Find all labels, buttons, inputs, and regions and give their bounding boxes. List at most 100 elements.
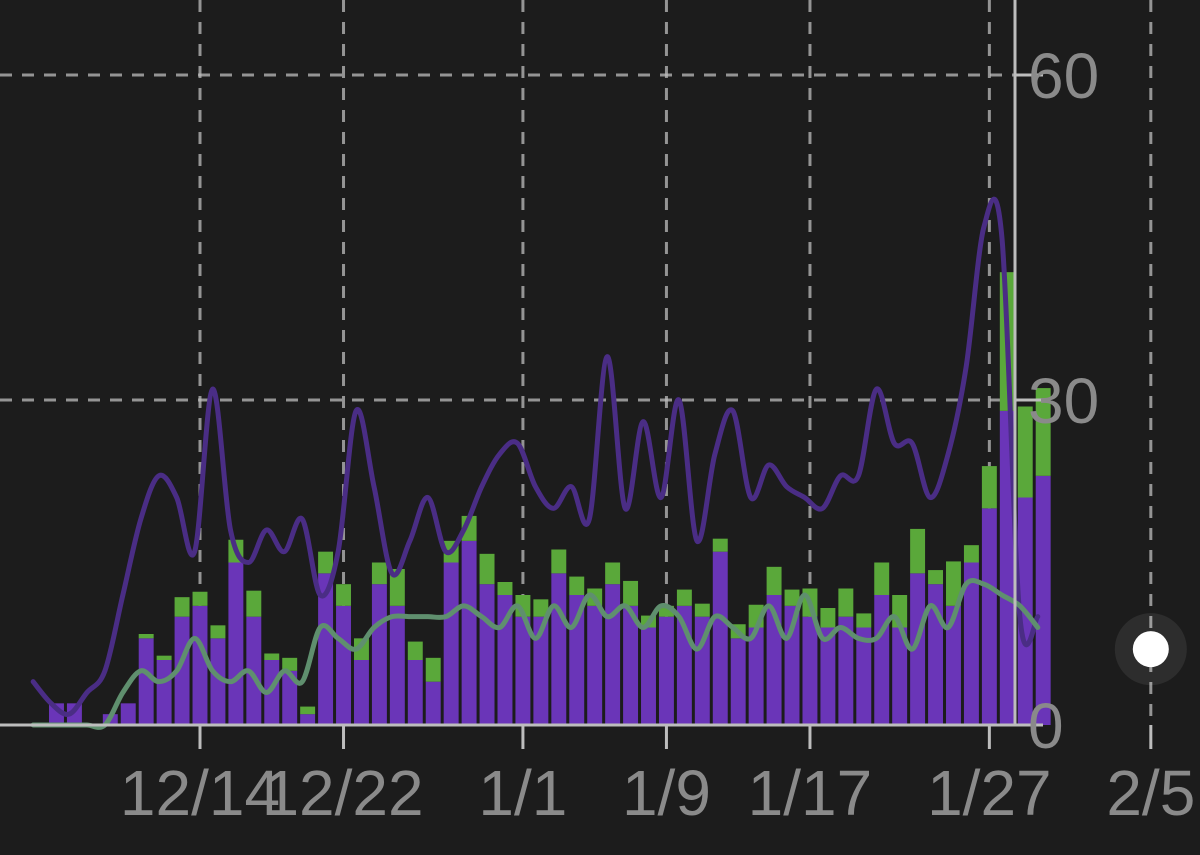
bar-purple	[120, 703, 136, 725]
bar-purple	[192, 605, 208, 725]
bar-purple	[336, 605, 351, 725]
bar-green	[389, 569, 405, 606]
bar-purple	[551, 573, 567, 725]
bar-green	[533, 599, 549, 617]
bar-purple	[694, 616, 710, 725]
bar-purple	[1035, 475, 1051, 725]
bar-green	[1017, 406, 1033, 498]
bar-green	[928, 570, 944, 585]
bar-purple	[371, 584, 387, 725]
bar-purple	[479, 584, 495, 725]
bar-purple	[300, 714, 316, 725]
bar-green	[712, 538, 728, 552]
bar-purple	[605, 584, 621, 725]
bar-purple	[389, 605, 405, 725]
bar-green	[676, 589, 692, 606]
bar-green	[694, 603, 710, 617]
bar-purple	[318, 573, 334, 725]
bars	[49, 272, 1051, 725]
x-tick-label: 1/27	[927, 757, 1052, 829]
bar-green	[838, 588, 854, 617]
line-green	[30, 578, 1041, 730]
bar-purple	[246, 616, 262, 725]
bar-green	[963, 545, 979, 563]
lines	[30, 196, 1041, 730]
y-tick-label: 60	[1028, 40, 1099, 112]
x-tick-label: 12/14	[120, 757, 280, 829]
x-tick-label: 12/22	[263, 757, 423, 829]
bar-purple	[641, 627, 656, 725]
bar-green	[497, 582, 513, 595]
bar-purple	[802, 616, 818, 725]
bar-purple	[838, 616, 854, 725]
bar-green	[1035, 388, 1051, 476]
bar-green	[946, 561, 961, 606]
x-tick-label: 1/17	[748, 757, 873, 829]
x-tick-label: 1/9	[622, 757, 711, 829]
bar-green	[425, 657, 441, 682]
bar-green	[156, 655, 172, 660]
x-tick-label: 1/1	[478, 757, 567, 829]
bar-purple	[533, 616, 549, 725]
bar-purple	[587, 605, 603, 725]
current-value-marker	[1132, 631, 1169, 668]
bar-green	[318, 551, 334, 574]
bar-purple	[910, 573, 926, 725]
bar-green	[820, 608, 836, 628]
bar-green	[910, 528, 926, 574]
y-tick-label: 30	[1028, 365, 1099, 437]
bar-green	[856, 613, 872, 628]
x-tick-label: 2/5	[1106, 757, 1195, 829]
bar-purple	[730, 638, 746, 725]
y-tick-label: 0	[1028, 690, 1064, 762]
bar-purple	[210, 638, 226, 725]
bar-green	[282, 657, 298, 671]
bar-purple	[156, 660, 172, 725]
bar-purple	[515, 616, 531, 725]
bar-green	[353, 638, 369, 660]
bar-purple	[407, 660, 423, 725]
bar-purple	[425, 681, 441, 725]
bar-purple	[353, 660, 369, 725]
bar-green	[407, 641, 423, 660]
bar-green	[658, 605, 674, 617]
bar-purple	[264, 660, 280, 725]
bar-green	[210, 625, 226, 639]
bar-purple	[963, 562, 979, 725]
bar-green	[336, 584, 351, 606]
bar-green	[300, 706, 316, 715]
bar-purple	[981, 508, 997, 725]
bar-green	[174, 597, 190, 617]
axes	[0, 0, 1153, 749]
bar-green	[371, 562, 387, 585]
bar-purple	[174, 616, 190, 725]
bar-purple	[623, 605, 639, 725]
bar-green	[766, 566, 782, 595]
bar-green	[981, 466, 997, 509]
bar-purple	[820, 627, 836, 725]
bar-green	[264, 653, 280, 660]
bar-purple	[658, 616, 674, 725]
bar-purple	[228, 562, 244, 725]
bar-purple	[282, 670, 298, 725]
bar-green	[569, 576, 585, 595]
bar-green	[874, 562, 890, 595]
bar-purple	[946, 605, 961, 725]
bar-purple	[748, 627, 764, 725]
bar-green	[623, 580, 639, 606]
bar-purple	[856, 627, 872, 725]
line-purple	[30, 196, 1041, 717]
bar-green	[479, 553, 495, 585]
bar-green	[138, 634, 154, 639]
bar-green	[551, 549, 567, 574]
bar-purple	[138, 638, 154, 725]
bar-purple	[443, 562, 459, 725]
bar-purple	[461, 540, 477, 725]
bar-purple	[892, 627, 908, 725]
bar-green	[784, 589, 800, 606]
bar-purple	[712, 551, 728, 725]
bar-green	[605, 562, 621, 585]
